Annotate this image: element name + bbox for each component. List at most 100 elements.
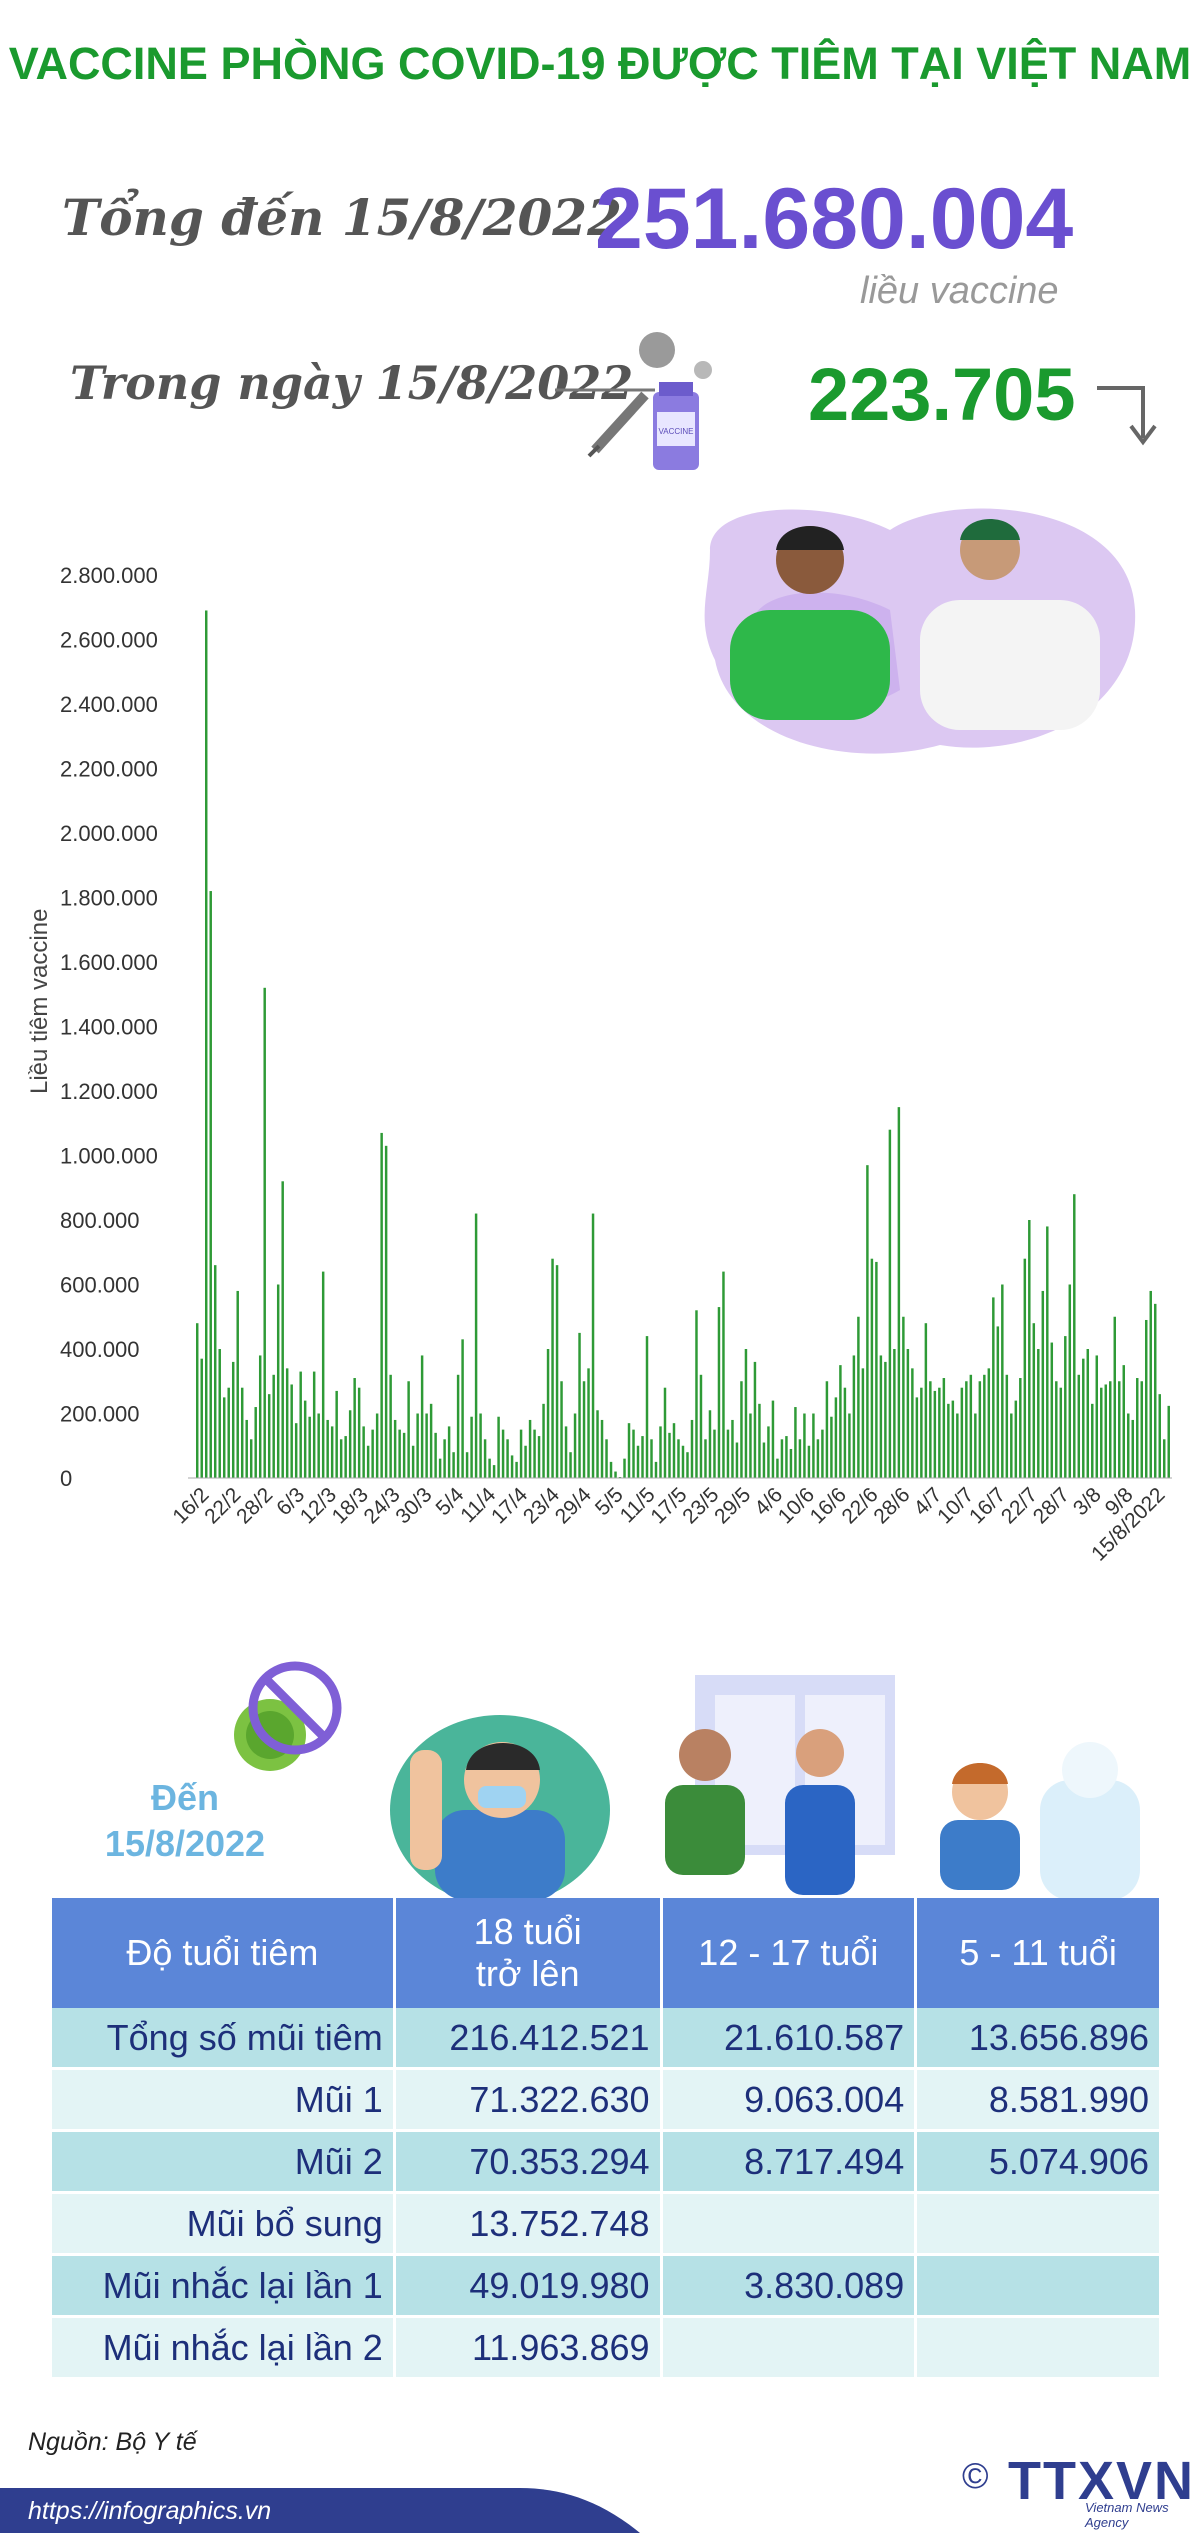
bar: [654, 1461, 658, 1479]
page-title: VACCINE PHÒNG COVID-19 ĐƯỢC TIÊM TẠI VIỆ…: [8, 38, 1192, 89]
bar: [205, 610, 208, 1478]
site-link[interactable]: https://infographics.vn: [28, 2497, 272, 2525]
bar: [803, 1413, 806, 1478]
bar: [488, 1458, 491, 1478]
bar: [911, 1368, 914, 1478]
bar: [735, 1442, 739, 1478]
bar: [843, 1387, 847, 1478]
table-cell: [662, 2194, 918, 2256]
bar: [335, 1390, 338, 1478]
table-cell: Mũi nhắc lại lần 1: [52, 2256, 396, 2318]
bar: [1167, 1405, 1170, 1478]
bar: [969, 1374, 973, 1478]
bar: [992, 1297, 995, 1478]
bar: [717, 1307, 721, 1478]
bar: [834, 1397, 838, 1479]
bar: [974, 1413, 977, 1478]
bar: [524, 1445, 527, 1478]
bar: [452, 1452, 455, 1478]
bar: [411, 1445, 415, 1478]
bar: [591, 1213, 595, 1478]
table-row: Mũi nhắc lại lần 2 11.963.869: [52, 2318, 1162, 2380]
bar: [573, 1413, 577, 1478]
bar: [564, 1426, 568, 1478]
table-cell: [917, 2194, 1162, 2256]
bar: [1131, 1419, 1134, 1478]
bar: [1041, 1290, 1045, 1478]
bar: [978, 1381, 982, 1478]
bar: [1005, 1374, 1009, 1478]
bar: [726, 1429, 730, 1479]
bar: [213, 1265, 217, 1478]
bar: [1095, 1355, 1099, 1478]
table-cell: 13.656.896: [917, 2008, 1162, 2070]
bar: [276, 1284, 280, 1478]
bar: [897, 1107, 901, 1479]
y-tick-label: 2.600.000: [60, 628, 158, 653]
bar: [942, 1378, 946, 1478]
bar: [1055, 1381, 1058, 1478]
y-tick-label: 1.400.000: [60, 1015, 158, 1040]
bar: [299, 1371, 302, 1478]
bar: [1050, 1342, 1054, 1478]
table-cell: 49.019.980: [395, 2256, 663, 2318]
bar: [1037, 1349, 1040, 1478]
bar: [420, 1355, 424, 1478]
bar: [938, 1387, 941, 1478]
bar: [776, 1458, 779, 1478]
bar: [483, 1439, 487, 1478]
bar: [785, 1436, 788, 1479]
y-tick-label: 600.000: [60, 1273, 140, 1298]
bar: [254, 1407, 257, 1478]
bar: [596, 1410, 599, 1478]
table-cell: 8.581.990: [917, 2070, 1162, 2132]
no-virus-icon: [234, 1661, 342, 1771]
bar: [578, 1332, 581, 1479]
bar: [1154, 1303, 1157, 1478]
bar: [699, 1374, 703, 1478]
bar: [744, 1349, 748, 1478]
bar: [614, 1471, 617, 1478]
bar: [497, 1416, 500, 1478]
bar: [1158, 1394, 1161, 1478]
bar: [375, 1413, 379, 1478]
bar: [384, 1145, 388, 1479]
bar: [461, 1339, 464, 1479]
bar: [825, 1381, 829, 1478]
bar: [353, 1378, 356, 1478]
table-row: Tổng số mũi tiêm 216.412.521 21.610.587 …: [52, 2008, 1162, 2070]
bar: [1068, 1284, 1072, 1478]
bar: [218, 1349, 221, 1478]
den-date: 15/8/2022: [104, 1823, 266, 1864]
table-cell: 3.830.089: [662, 2256, 918, 2318]
bar: [888, 1129, 892, 1478]
bar: [443, 1439, 446, 1478]
adult-illustration: [390, 1715, 610, 1900]
bar: [753, 1361, 757, 1478]
bar: [434, 1432, 437, 1478]
y-tick-label: 2.800.000: [60, 563, 158, 588]
bar: [1032, 1323, 1036, 1478]
chart: 2.800.000 2.600.000 2.400.000 2.200.000 2.00…: [60, 563, 1172, 1566]
bar: [1118, 1381, 1121, 1478]
child-illustration: [940, 1742, 1140, 1900]
bar: [771, 1400, 775, 1478]
bar: [722, 1271, 725, 1478]
bar: [555, 1265, 559, 1478]
bar: [839, 1365, 842, 1479]
bar: [686, 1452, 689, 1478]
bar: [231, 1361, 235, 1478]
bar: [1046, 1226, 1049, 1478]
table-cell: [662, 2318, 918, 2380]
bar: [807, 1445, 811, 1478]
table-header: 12 - 17 tuổi: [662, 1898, 918, 2008]
bar: [906, 1349, 910, 1478]
y-tick-label: 2.200.000: [60, 757, 158, 782]
bar: [812, 1413, 815, 1478]
bar: [857, 1316, 860, 1478]
bar: [267, 1394, 271, 1478]
x-tick-label: 29/4: [551, 1483, 596, 1528]
bar: [281, 1181, 284, 1478]
bar: [861, 1368, 865, 1478]
logo: TTXVN: [1008, 2451, 1196, 2511]
